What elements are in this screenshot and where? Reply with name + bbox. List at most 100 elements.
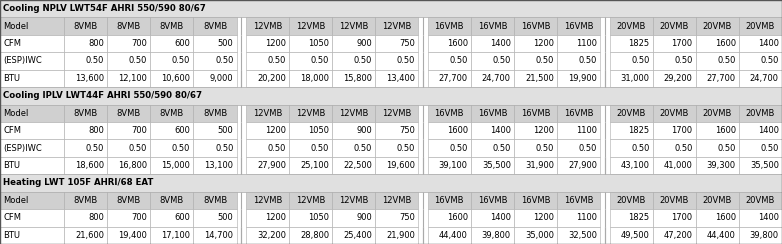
Text: 20VMB: 20VMB xyxy=(616,196,646,205)
Text: 1600: 1600 xyxy=(715,213,736,222)
Bar xyxy=(557,209,601,227)
Text: 500: 500 xyxy=(217,213,233,222)
Bar xyxy=(64,35,107,52)
Text: 13,400: 13,400 xyxy=(386,74,415,83)
Bar xyxy=(471,70,514,87)
Text: 1600: 1600 xyxy=(447,39,468,48)
Text: 12VMB: 12VMB xyxy=(382,22,411,31)
Bar xyxy=(193,17,236,35)
Text: 500: 500 xyxy=(217,126,233,135)
Text: 22,500: 22,500 xyxy=(343,161,372,170)
Text: 0.50: 0.50 xyxy=(397,57,415,65)
Bar xyxy=(375,105,418,122)
Bar xyxy=(514,227,557,244)
Text: 0.50: 0.50 xyxy=(310,57,329,65)
Bar xyxy=(696,209,739,227)
Bar xyxy=(471,17,514,35)
Text: 16VMB: 16VMB xyxy=(521,109,551,118)
Text: (ESP)IWC: (ESP)IWC xyxy=(3,144,42,153)
Text: 1600: 1600 xyxy=(715,126,736,135)
Bar xyxy=(64,192,107,209)
Bar xyxy=(0,122,64,139)
Text: 20VMB: 20VMB xyxy=(659,22,689,31)
Text: Cooling NPLV LWT54F AHRI 550/590 80/67: Cooling NPLV LWT54F AHRI 550/590 80/67 xyxy=(3,4,206,13)
Text: 8VMB: 8VMB xyxy=(203,109,227,118)
Bar xyxy=(514,157,557,174)
Text: 0.50: 0.50 xyxy=(172,144,190,153)
Text: 39,300: 39,300 xyxy=(707,161,736,170)
Bar xyxy=(428,35,471,52)
Bar xyxy=(471,35,514,52)
Bar xyxy=(428,122,471,139)
Text: 19,600: 19,600 xyxy=(386,161,415,170)
Text: 25,400: 25,400 xyxy=(343,231,372,240)
Bar xyxy=(193,105,236,122)
Text: 35,500: 35,500 xyxy=(482,161,511,170)
Text: 16VMB: 16VMB xyxy=(435,109,464,118)
Bar xyxy=(193,35,236,52)
Bar xyxy=(653,70,696,87)
Text: 21,600: 21,600 xyxy=(75,231,104,240)
Text: 0.50: 0.50 xyxy=(761,144,779,153)
Text: 16VMB: 16VMB xyxy=(435,22,464,31)
Bar xyxy=(246,70,289,87)
Bar xyxy=(193,70,236,87)
Text: 0.50: 0.50 xyxy=(579,57,597,65)
Bar xyxy=(0,174,782,192)
Text: 500: 500 xyxy=(217,39,233,48)
Bar xyxy=(653,227,696,244)
Bar xyxy=(696,192,739,209)
Text: 600: 600 xyxy=(174,39,190,48)
Text: 12VMB: 12VMB xyxy=(296,22,325,31)
Text: 20VMB: 20VMB xyxy=(616,109,646,118)
Text: 700: 700 xyxy=(131,126,147,135)
Text: 17,100: 17,100 xyxy=(161,231,190,240)
Bar xyxy=(739,227,782,244)
Text: 8VMB: 8VMB xyxy=(160,109,184,118)
Bar xyxy=(739,52,782,70)
Bar xyxy=(609,209,653,227)
Text: 24,700: 24,700 xyxy=(482,74,511,83)
Bar xyxy=(150,52,193,70)
Text: 49,500: 49,500 xyxy=(621,231,650,240)
Bar xyxy=(653,122,696,139)
Text: Cooling IPLV LWT44F AHRI 550/590 80/67: Cooling IPLV LWT44F AHRI 550/590 80/67 xyxy=(3,91,203,100)
Text: 27,900: 27,900 xyxy=(257,161,286,170)
Bar xyxy=(246,35,289,52)
Bar xyxy=(150,17,193,35)
Text: 25,100: 25,100 xyxy=(300,161,329,170)
Bar xyxy=(332,52,375,70)
Bar xyxy=(246,139,289,157)
Bar xyxy=(64,227,107,244)
Bar xyxy=(696,105,739,122)
Text: 35,000: 35,000 xyxy=(525,231,554,240)
Text: 0.50: 0.50 xyxy=(493,57,511,65)
Bar xyxy=(150,105,193,122)
Bar xyxy=(107,209,150,227)
Bar xyxy=(471,209,514,227)
Bar xyxy=(653,139,696,157)
Bar xyxy=(64,70,107,87)
Text: 1200: 1200 xyxy=(533,126,554,135)
Text: 18,600: 18,600 xyxy=(75,161,104,170)
Text: 19,400: 19,400 xyxy=(118,231,147,240)
Text: 1825: 1825 xyxy=(629,213,650,222)
Bar xyxy=(739,122,782,139)
Text: 32,200: 32,200 xyxy=(257,231,286,240)
Bar xyxy=(246,122,289,139)
Text: 1100: 1100 xyxy=(576,213,597,222)
Text: 24,700: 24,700 xyxy=(750,74,779,83)
Bar xyxy=(428,192,471,209)
Text: 44,400: 44,400 xyxy=(439,231,468,240)
Text: 39,100: 39,100 xyxy=(439,161,468,170)
Bar xyxy=(332,209,375,227)
Text: 12VMB: 12VMB xyxy=(339,196,368,205)
Text: 1825: 1825 xyxy=(629,126,650,135)
Bar xyxy=(289,227,332,244)
Text: 31,000: 31,000 xyxy=(621,74,650,83)
Text: 9,000: 9,000 xyxy=(210,74,233,83)
Text: 41,000: 41,000 xyxy=(664,161,693,170)
Text: 0.50: 0.50 xyxy=(536,144,554,153)
Bar xyxy=(150,209,193,227)
Text: 0.50: 0.50 xyxy=(536,57,554,65)
